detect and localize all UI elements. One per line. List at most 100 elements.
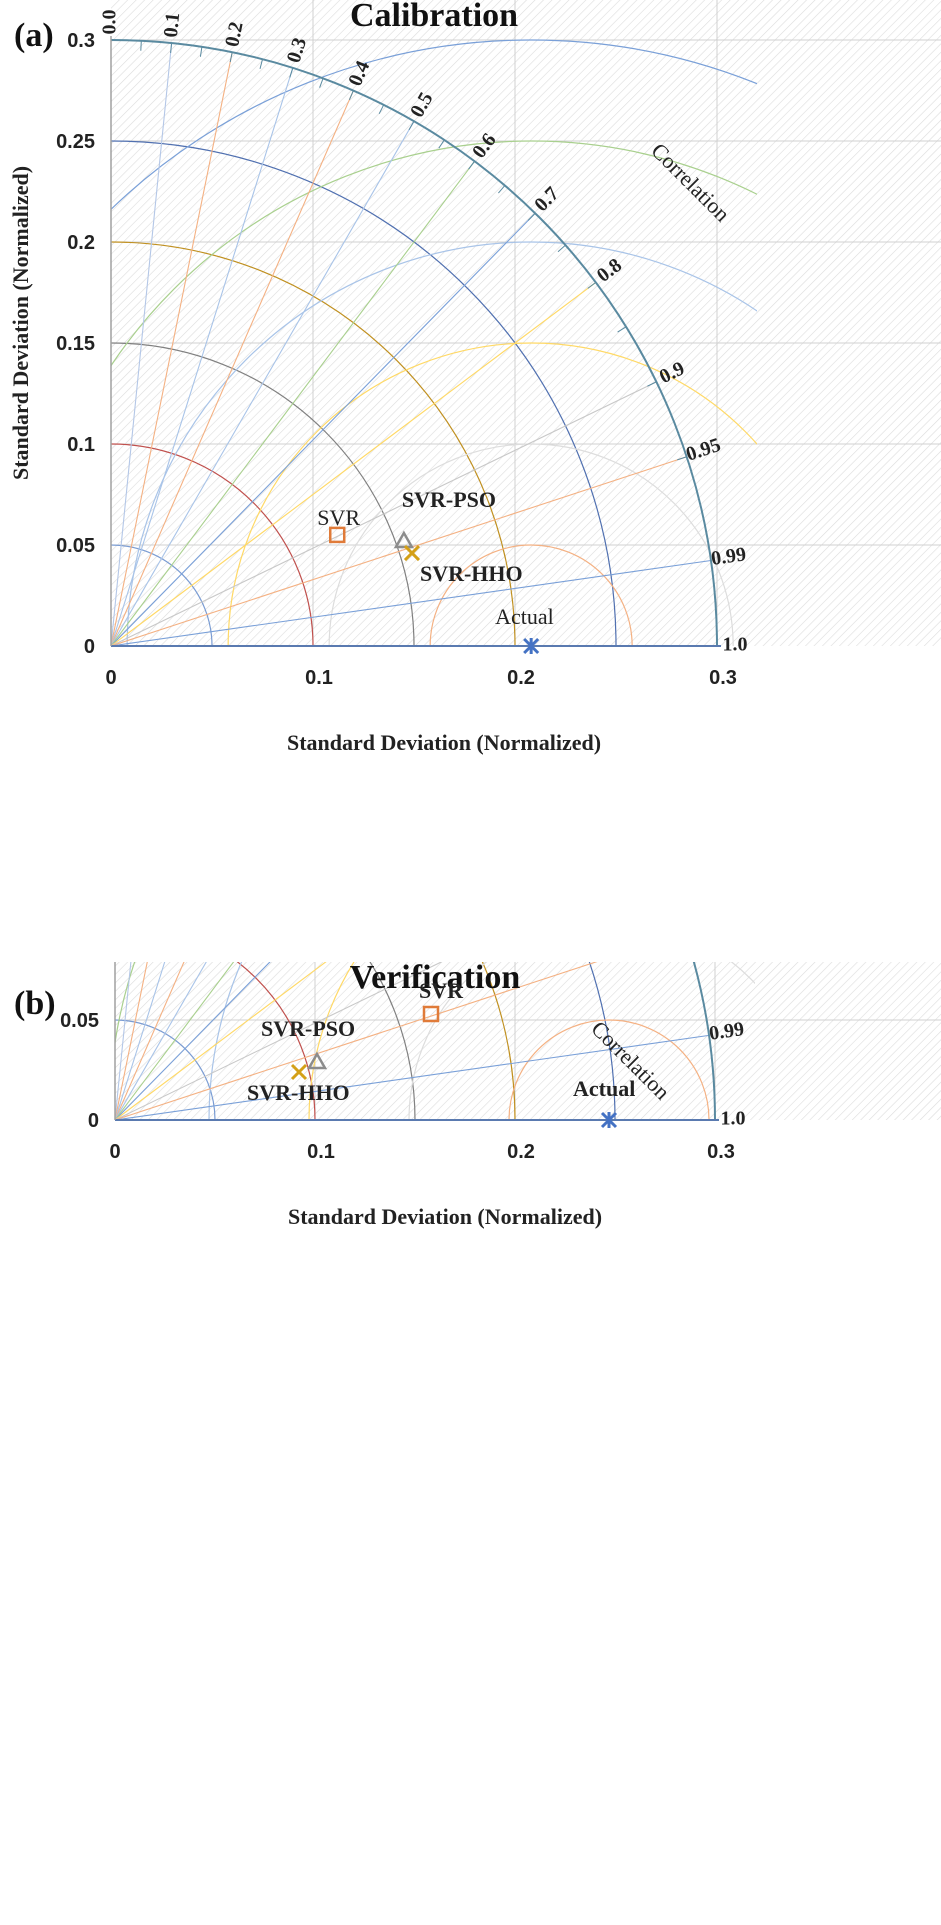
- data-point-actual: [600, 1111, 618, 1129]
- rms-arc: [126, 241, 757, 646]
- correlation-tick-label: 0.1: [160, 11, 184, 38]
- correlation-minor-tick: [677, 456, 687, 461]
- rms-arc: [508, 1019, 710, 1120]
- x-marker: [290, 1063, 308, 1081]
- correlation-minor-tick: [587, 281, 597, 289]
- correlation-ray: [111, 212, 536, 646]
- correlation-minor-tick: [378, 104, 385, 114]
- plot-background: [115, 962, 941, 1120]
- x-axis-label: Standard Deviation (Normalized): [288, 1204, 602, 1229]
- x-tick-label: 0.2: [507, 1141, 535, 1163]
- rms-arc: [111, 140, 757, 368]
- y-tick-label: 0.25: [56, 131, 95, 153]
- y-axis-label: Standard Deviation (Normalized): [8, 166, 33, 480]
- correlation-minor-tick: [438, 139, 445, 149]
- y-tick-label: 0: [84, 636, 95, 658]
- correlation-minor-tick: [140, 40, 142, 51]
- correlation-minor-tick: [527, 212, 536, 221]
- x-tick-label: 0: [105, 667, 116, 689]
- correlation-tick-label: 0.99: [708, 1018, 746, 1045]
- correlation-ray: [111, 381, 657, 646]
- correlation-minor-tick: [647, 381, 657, 387]
- x-tick-label: 0: [109, 1141, 120, 1163]
- correlation-tick-label: 0.0: [99, 10, 121, 35]
- correlation-minor-tick: [348, 90, 354, 100]
- correlation-ray: [111, 281, 597, 646]
- triangle-marker: [393, 530, 415, 549]
- rms-arc: [227, 342, 757, 646]
- correlation-ray: [115, 962, 327, 1120]
- correlation-minor-tick: [319, 78, 324, 88]
- correlation-tick-label: 0.2: [221, 20, 248, 49]
- rms-arc: [328, 443, 734, 646]
- taylor-diagram-calibration: 0.0 0.1 0.2 0.3 0.4 0.5 0.6 0.7 0.8 0.9 0.95 0.99 1.…: [0, 0, 941, 962]
- correlation-ray: [111, 559, 712, 646]
- square-marker: [422, 1005, 440, 1023]
- taylor-grid-group: [115, 962, 755, 1120]
- star-marker: [523, 637, 540, 655]
- x-tick-label: 0.2: [507, 667, 535, 689]
- stddev-arc: [111, 140, 617, 646]
- chart-title: Verification: [350, 962, 521, 996]
- correlation-ray: [115, 962, 235, 1120]
- correlation-minor-tick: [617, 326, 627, 333]
- y-tick-label: 0.05: [60, 1010, 99, 1032]
- outer-stddev-arc: [110, 39, 718, 647]
- correlation-minor-tick: [259, 59, 263, 70]
- correlation-ray: [111, 42, 173, 646]
- stddev-arc: [481, 962, 516, 1120]
- x-marker: [403, 545, 421, 562]
- y-tick-label: 0.15: [56, 333, 95, 355]
- x-tick-label: 0.3: [707, 1141, 735, 1163]
- point-label: Actual: [495, 604, 554, 629]
- point-label: SVR-HHO: [247, 1080, 350, 1105]
- taylor-grid-group: [111, 39, 757, 646]
- correlation-ray: [115, 1034, 710, 1120]
- point-label: SVR-HHO: [420, 561, 523, 586]
- x-tick-label: 0.1: [305, 667, 333, 689]
- rms-arc: [429, 544, 633, 646]
- point-label: SVR: [317, 505, 360, 530]
- point-label: SVR-PSO: [261, 1016, 355, 1041]
- chart-title: Calibration: [350, 0, 518, 34]
- rms-arc: [111, 39, 757, 211]
- y-tick-label: 0.1: [67, 434, 95, 456]
- stddev-arc: [369, 962, 416, 1120]
- point-label: SVR-PSO: [402, 487, 496, 512]
- data-point-svr-hho: [403, 545, 421, 562]
- point-label: SVR: [419, 978, 464, 1003]
- y-tick-label: 0.2: [67, 232, 95, 254]
- stddev-arc: [111, 342, 415, 646]
- correlation-ray: [111, 160, 476, 646]
- x-axis-label: Standard Deviation (Normalized): [287, 730, 601, 755]
- correlation-minor-tick: [468, 160, 476, 170]
- correlation-ray: [111, 52, 233, 646]
- correlation-minor-tick: [229, 52, 233, 63]
- triangle-marker: [306, 1051, 328, 1070]
- correlation-ray: [115, 962, 598, 1120]
- correlation-tick-label: 1.0: [723, 634, 748, 656]
- data-point-svr-pso: [393, 530, 415, 549]
- correlation-minor-tick: [199, 46, 203, 57]
- x-tick-label: 0.1: [307, 1141, 335, 1163]
- correlation-ray: [115, 962, 207, 1120]
- square-marker: [328, 526, 346, 544]
- data-point-actual: [523, 637, 540, 655]
- correlation-minor-tick: [408, 120, 415, 131]
- star-marker: [600, 1111, 618, 1129]
- correlation-ray: [111, 90, 354, 646]
- calibration-chart-svg: 0.0 0.1 0.20.30.40.50.60.70.80.90.950.991.…: [8, 0, 941, 755]
- taylor-diagram-verification: 0.00.10.20.30.40.50.60.70.80.90.950.991.…: [0, 962, 941, 1925]
- y-tick-label: 0.05: [56, 535, 95, 557]
- correlation-ray: [115, 962, 271, 1120]
- correlation-ray: [111, 67, 294, 646]
- correlation-ray: [115, 962, 443, 1120]
- verification-chart-svg: 0.00.10.20.30.40.50.60.70.80.90.950.991.…: [14, 962, 941, 1229]
- correlation-minor-tick: [289, 67, 294, 78]
- data-point-svr: [328, 526, 346, 544]
- outer-stddev-arc: [692, 962, 716, 1121]
- y-tick-label: 0: [88, 1110, 99, 1132]
- plot-background: [111, 0, 941, 646]
- correlation-ray: [115, 962, 132, 1120]
- correlation-ray: [111, 120, 415, 646]
